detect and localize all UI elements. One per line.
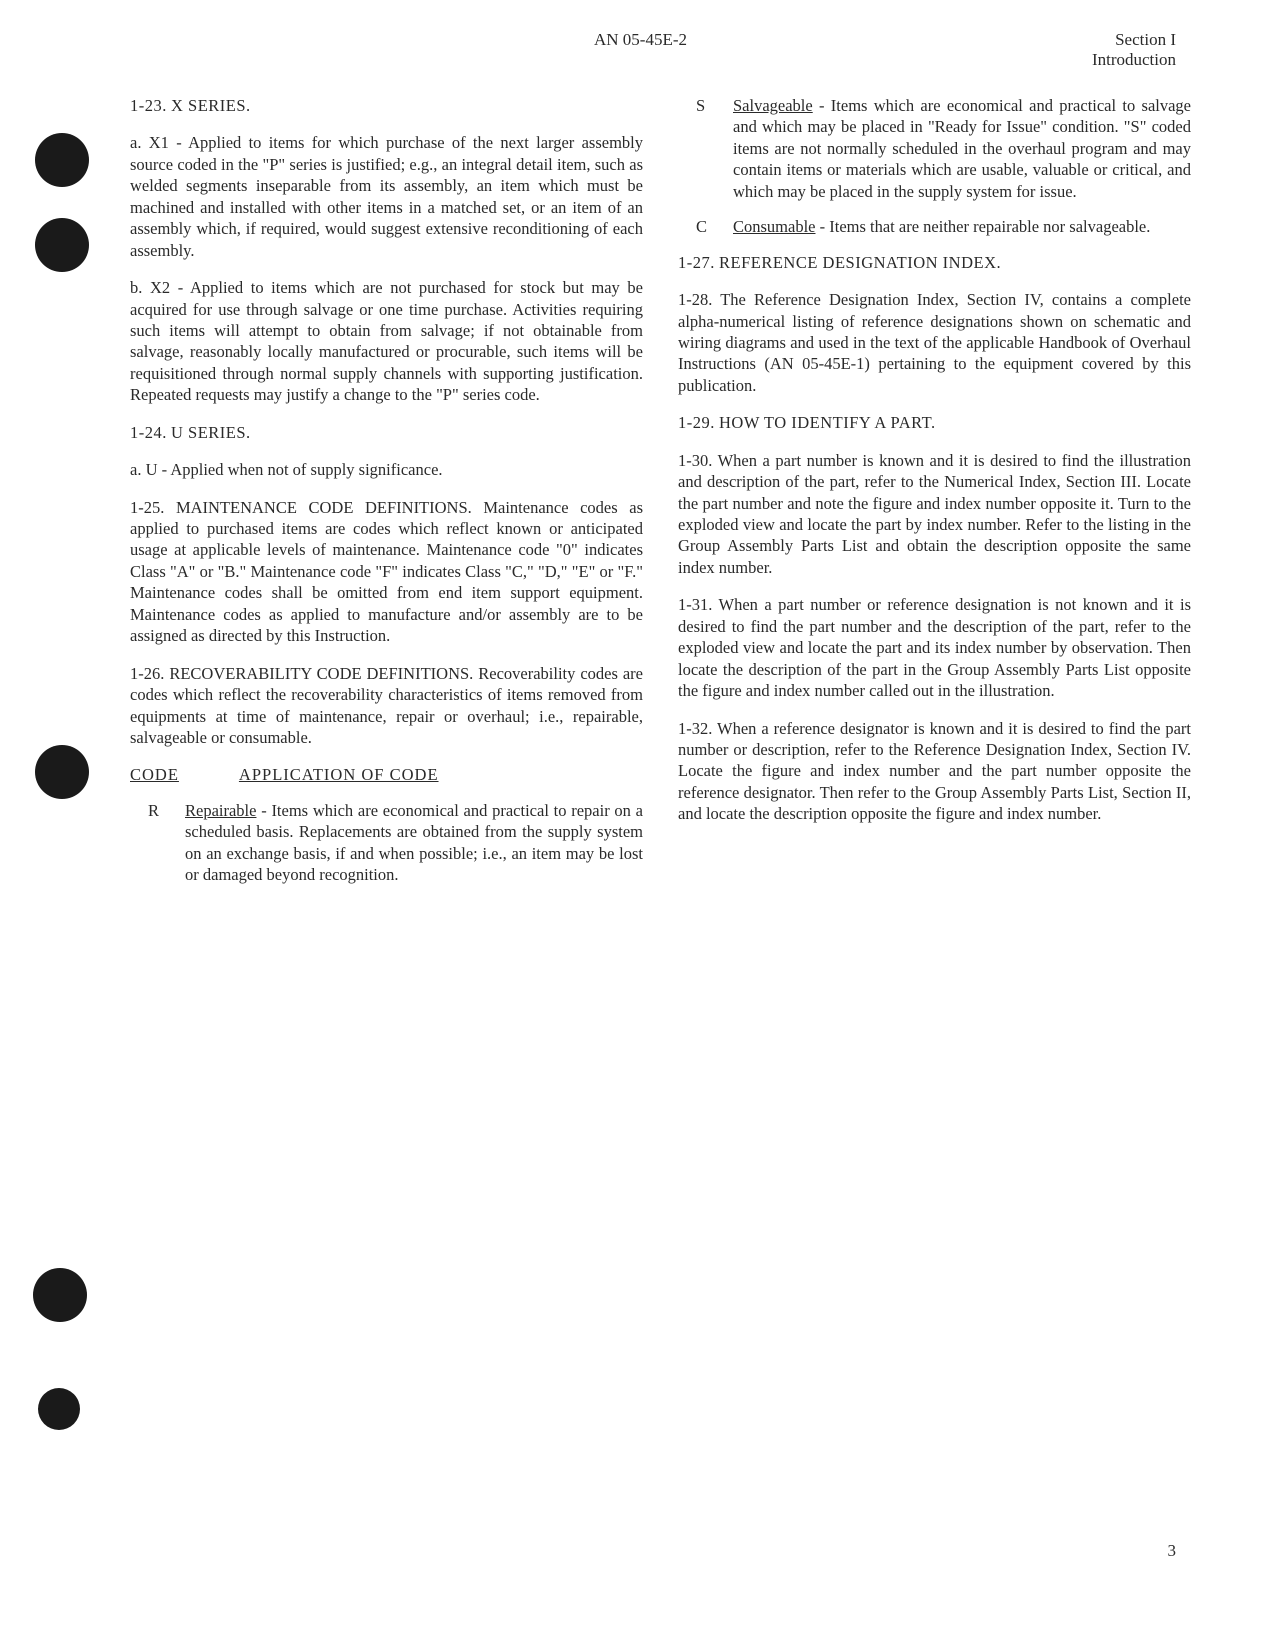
code-term: Consumable <box>733 217 816 236</box>
section-number: 1-23. <box>130 96 167 115</box>
page-header: AN 05-45E-2 Section I Introduction <box>130 30 1191 70</box>
section-name: X SERIES. <box>171 96 251 115</box>
section-name: U SERIES. <box>171 423 251 442</box>
section-1-23-title: 1-23. X SERIES. <box>130 95 643 116</box>
code-entry-c: C Consumable - Items that are neither re… <box>678 216 1191 237</box>
code-description: Consumable - Items that are neither repa… <box>733 216 1191 237</box>
code-column-header: CODE <box>130 764 179 785</box>
page-number: 3 <box>1168 1541 1177 1561</box>
code-entry-s: S Salvageable - Items which are economic… <box>678 95 1191 202</box>
section-1-29-title: 1-29. HOW TO IDENTIFY A PART. <box>678 412 1191 433</box>
paragraph: 1-28. The Reference Designation Index, S… <box>678 289 1191 396</box>
paragraph: 1-31. When a part number or reference de… <box>678 594 1191 701</box>
paragraph: 1-32. When a reference designator is kno… <box>678 718 1191 825</box>
left-column: 1-23. X SERIES. a. X1 - Applied to items… <box>130 95 643 900</box>
section-number: 1-29. <box>678 413 715 432</box>
binder-hole <box>33 1268 87 1322</box>
paragraph: 1-26. RECOVERABILITY CODE DEFINITIONS. R… <box>130 663 643 749</box>
code-text: - Items that are neither repairable nor … <box>816 217 1151 236</box>
code-table-header: CODE APPLICATION OF CODE <box>130 764 643 785</box>
code-description: Salvageable - Items which are economical… <box>733 95 1191 202</box>
section-name: REFERENCE DESIGNATION INDEX. <box>719 253 1001 272</box>
paragraph: b. X2 - Applied to items which are not p… <box>130 277 643 406</box>
code-letter: C <box>678 216 733 237</box>
code-entry-r: R Repairable - Items which are economica… <box>130 800 643 886</box>
document-id: AN 05-45E-2 <box>594 30 687 50</box>
paragraph: a. U - Applied when not of supply signif… <box>130 459 643 480</box>
paragraph: 1-25. MAINTENANCE CODE DEFINITIONS. Main… <box>130 497 643 647</box>
right-column: S Salvageable - Items which are economic… <box>678 95 1191 900</box>
section-1-27-title: 1-27. REFERENCE DESIGNATION INDEX. <box>678 252 1191 273</box>
application-column-header: APPLICATION OF CODE <box>239 764 439 785</box>
section-label: Section I Introduction <box>1092 30 1176 70</box>
document-page: AN 05-45E-2 Section I Introduction 1-23.… <box>0 0 1281 930</box>
code-letter: S <box>678 95 733 202</box>
section-line-2: Introduction <box>1092 50 1176 70</box>
binder-hole <box>38 1388 80 1430</box>
section-1-24-title: 1-24. U SERIES. <box>130 422 643 443</box>
section-name: HOW TO IDENTIFY A PART. <box>719 413 936 432</box>
code-term: Salvageable <box>733 96 813 115</box>
code-description: Repairable - Items which are economical … <box>185 800 643 886</box>
code-term: Repairable <box>185 801 256 820</box>
paragraph: 1-30. When a part number is known and it… <box>678 450 1191 579</box>
section-number: 1-27. <box>678 253 715 272</box>
paragraph: a. X1 - Applied to items for which purch… <box>130 132 643 261</box>
section-number: 1-24. <box>130 423 167 442</box>
section-line-1: Section I <box>1092 30 1176 50</box>
text-columns: 1-23. X SERIES. a. X1 - Applied to items… <box>130 95 1191 900</box>
code-letter: R <box>130 800 185 886</box>
